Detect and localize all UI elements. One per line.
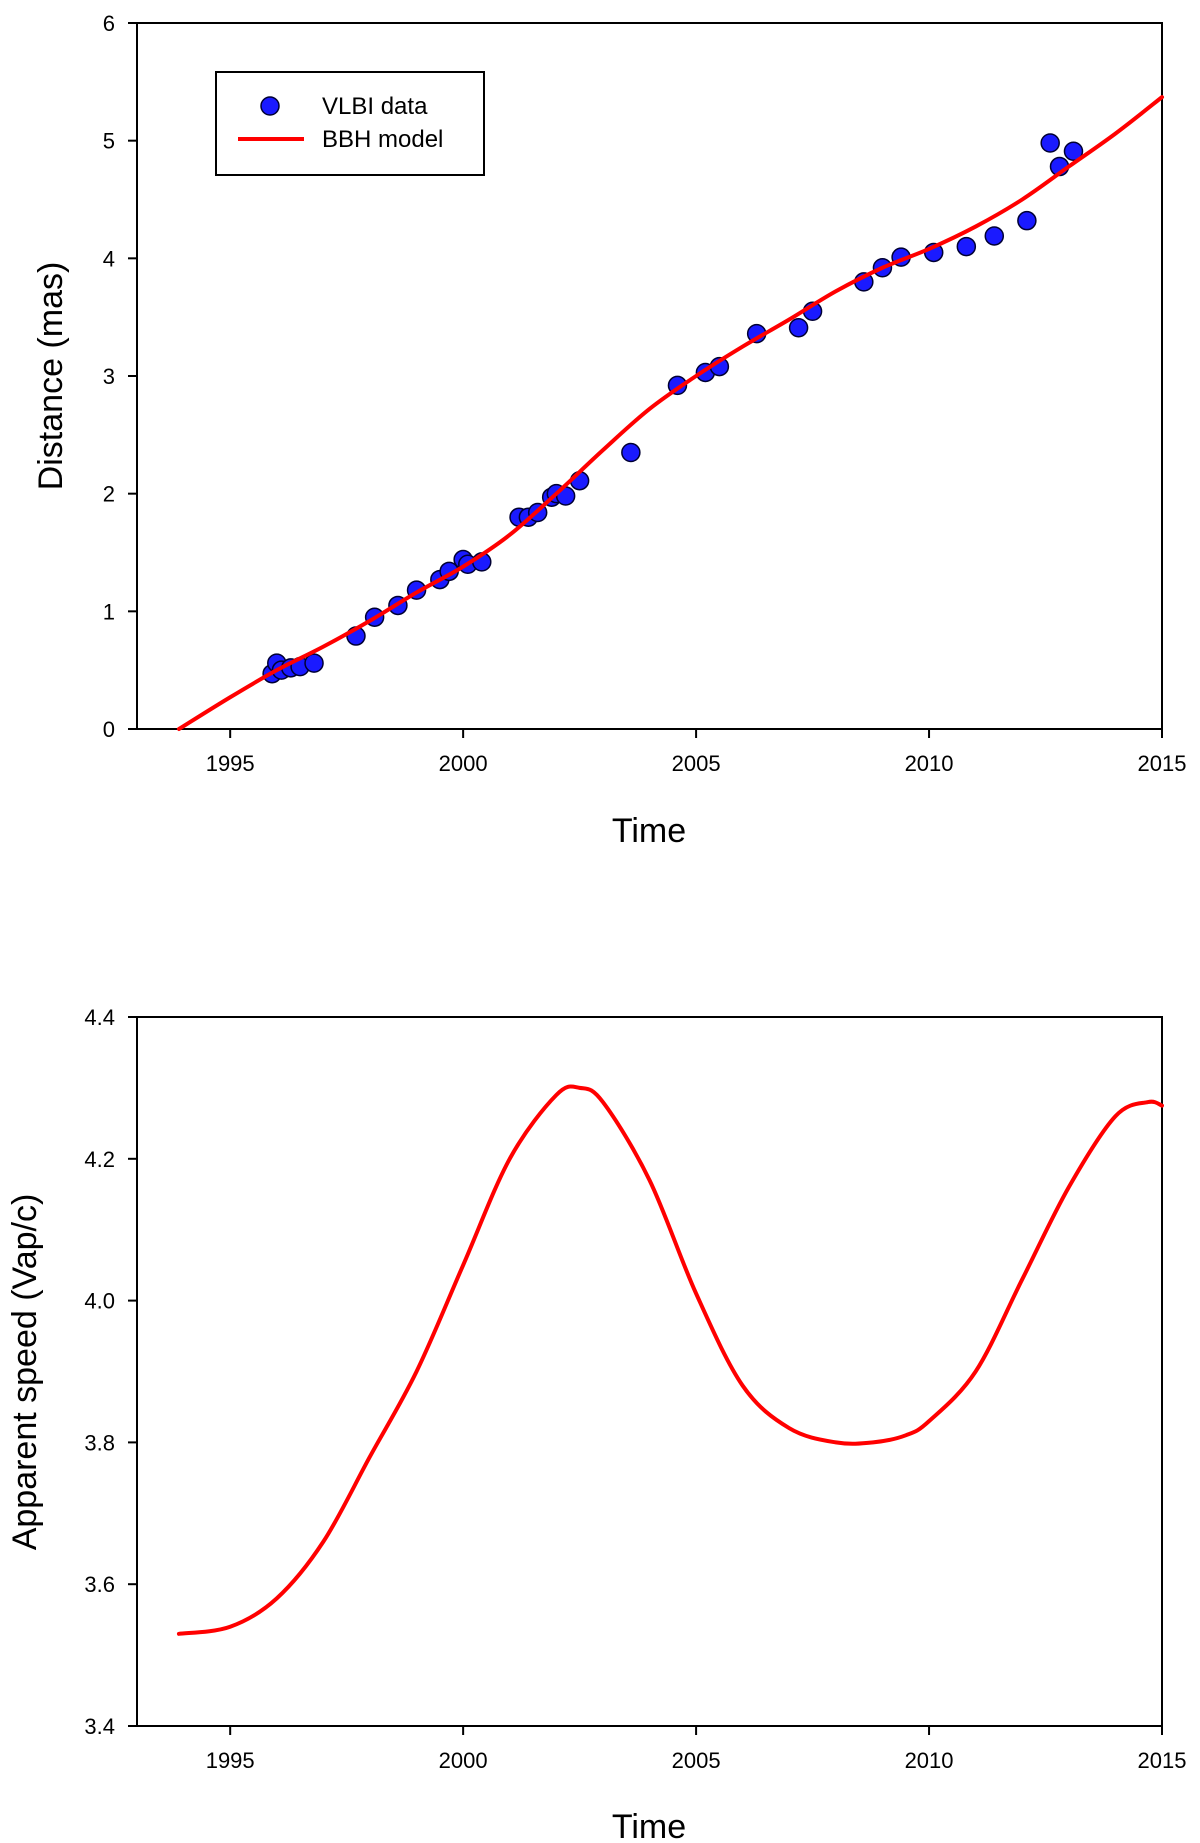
legend-label-vlbi: VLBI data [322,93,428,120]
legend-box [215,71,485,176]
speed-x-tick-label: 1995 [206,1748,255,1773]
speed-x-tick-label: 2015 [1138,1748,1187,1773]
distance-y-tick-label: 1 [103,599,115,624]
vlbi-data-point [304,653,324,673]
legend-label-bbh: BBH model [322,126,443,153]
speed-y-tick-label: 3.8 [84,1430,115,1455]
vlbi-data-point [621,442,641,463]
distance-x-tick-label: 1995 [206,751,255,776]
distance-y-tick-label: 2 [103,482,115,507]
distance-y-ticks: 0 1 2 3 4 5 6 [103,11,137,742]
distance-y-tick-label: 6 [103,11,115,36]
speed-y-tick-label: 3.4 [84,1714,115,1739]
legend: VLBI data BBH model [215,71,485,176]
speed-y-tick-label: 4.0 [84,1289,115,1314]
vlbi-data-point [956,236,977,257]
speed-x-tick-label: 2000 [439,1748,488,1773]
distance-y-tick-label: 3 [103,364,115,389]
distance-x-ticks: 1995 2000 2005 2010 2015 [206,729,1187,776]
speed-plot-frame [136,1016,1163,1727]
distance-y-tick-label: 4 [103,246,115,271]
speed-y-tick-label: 4.4 [84,1005,115,1030]
speed-series [176,1084,1164,1636]
vlbi-data-point [1063,141,1084,162]
speed-y-tick-label: 4.2 [84,1147,115,1172]
distance-series [176,95,1164,731]
distance-y-tick-label: 0 [103,717,115,742]
speed-bbh-model-line [176,1084,1164,1636]
speed-y-ticks: 3.4 3.6 3.8 4.0 4.2 4.4 [84,1005,137,1739]
distance-y-tick-label: 5 [103,129,115,154]
distance-y-axis-title: Distance (mas) [32,262,70,491]
distance-x-tick-label: 2015 [1138,751,1187,776]
vlbi-data-point [788,318,809,338]
vlbi-data-point [1040,133,1060,153]
speed-chart: 1995 2000 2005 2010 2015 3.43.63.84.04.24.4 … [6,1005,1186,1843]
distance-bbh-model-line [176,95,1164,731]
distance-x-axis-title: Time [612,812,686,850]
speed-x-axis-title: Time [612,1808,686,1843]
speed-x-ticks: 1995 2000 2005 2010 2015 [206,1726,1187,1773]
vlbi-data-point [1017,210,1037,231]
vlbi-data-point [984,226,1005,246]
speed-y-axis-title: Apparent speed (Vap/c) [6,1194,44,1551]
distance-chart: 1995 2000 2005 2010 2015 0 1 2 3 4 5 6 Time Distan… [32,11,1186,850]
distance-x-tick-label: 2010 [905,751,954,776]
speed-y-tick-label: 3.6 [84,1572,115,1597]
distance-x-tick-label: 2005 [672,751,721,776]
legend-marker-vlbi [260,96,280,116]
speed-x-tick-label: 2010 [905,1748,954,1773]
speed-x-tick-label: 2005 [672,1748,721,1773]
distance-x-tick-label: 2000 [439,751,488,776]
